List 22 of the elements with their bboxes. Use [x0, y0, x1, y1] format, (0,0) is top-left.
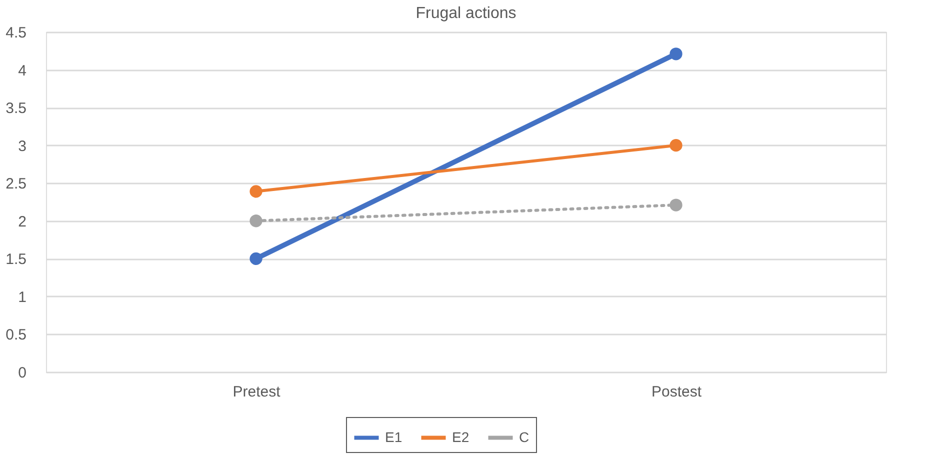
y-tick-label: 1: [18, 288, 26, 306]
y-tick-label: 2.5: [6, 176, 26, 193]
y-tick-label: 3: [18, 138, 26, 155]
point: [250, 252, 262, 265]
y-tick-label: 0: [18, 364, 26, 382]
y-tick-label: 4.5: [6, 24, 26, 42]
y-tick-label: 0.5: [6, 326, 26, 344]
x-tick-label: Postest: [651, 384, 702, 400]
legend-label: E2: [452, 428, 470, 445]
chart-title: Frugal actions: [416, 5, 516, 22]
x-tick-label: Pretest: [232, 384, 282, 400]
point: [670, 48, 682, 60]
y-tick-label: 3.5: [6, 100, 26, 118]
y-tick-label: 1.5: [6, 251, 26, 268]
point: [250, 214, 262, 228]
point: [670, 139, 682, 152]
point: [250, 185, 262, 198]
legend-label: E1: [385, 428, 402, 445]
legend-label: C: [519, 428, 530, 445]
y-tick-label: 4: [18, 62, 26, 80]
y-tick-label: 2: [18, 213, 26, 230]
point: [670, 198, 682, 212]
